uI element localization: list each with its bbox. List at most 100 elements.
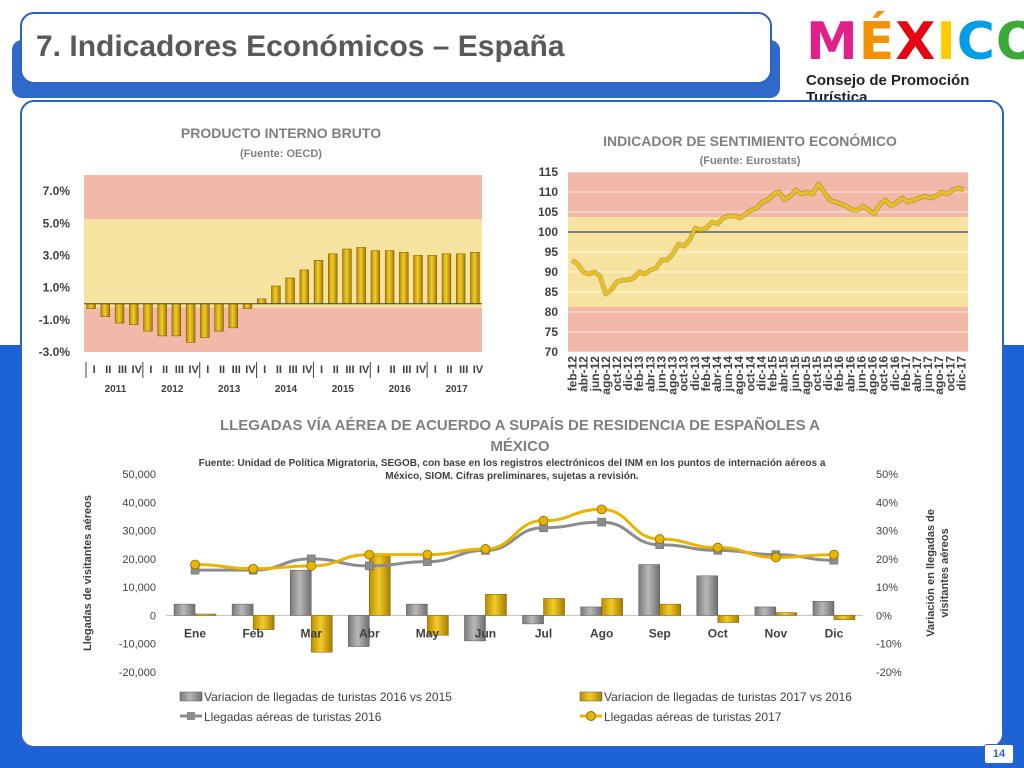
sentiment-xtick: abr-16 (843, 356, 857, 392)
arrivals-ytick-right: 20% (876, 554, 898, 566)
arrivals-source: Fuente: Unidad de Política Migratoria, S… (199, 458, 826, 469)
arrivals-category-label: Nov (765, 626, 788, 640)
sentiment-xtick: jun-12 (588, 356, 602, 393)
sentiment-xtick: dic-15 (821, 356, 835, 391)
sentiment-chart: INDICADOR DE SENTIMIENTO ECONÓMICO (Fuent… (538, 132, 968, 395)
gdp-quarter-label: III (232, 364, 241, 376)
sentiment-ytick: 70 (545, 345, 559, 359)
arrivals-ytick-right: -10% (876, 639, 902, 651)
arrivals-line-2017-marker (306, 561, 317, 571)
sentiment-xtick: jun-13 (654, 356, 668, 393)
gdp-quarter-label: IV (416, 364, 427, 376)
sentiment-xtick: jun-16 (854, 356, 868, 393)
arrivals-line-2017-marker (364, 549, 375, 560)
gdp-quarter-label: I (263, 364, 266, 376)
gdp-year-label: 2012 (161, 384, 184, 395)
gdp-quarter-label: IV (132, 364, 143, 376)
sentiment-xtick: abr-12 (577, 356, 591, 392)
arrivals-source-line2: México, SIOM. Cifras preliminares, sujet… (385, 471, 639, 482)
arrivals-bar-2017vs2016 (427, 615, 449, 636)
sentiment-xtick: oct-16 (877, 356, 891, 392)
gdp-bar (200, 303, 210, 338)
arrivals-line-2017-marker (190, 559, 200, 570)
sentiment-flag-background-yellow (568, 217, 968, 307)
gdp-bar (214, 303, 224, 332)
legend-label: Variacion de llegadas de turistas 2016 v… (204, 690, 452, 704)
gdp-bar (129, 303, 139, 325)
sentiment-title: INDICADOR DE SENTIMIENTO ECONÓMICO (603, 132, 897, 149)
gdp-chart: PRODUCTO INTERNO BRUTO (Fuente: OECD) -3.0… (39, 125, 484, 395)
arrivals-bar-2017vs2016 (194, 613, 217, 616)
arrivals-ytick-right: 40% (876, 497, 898, 509)
arrivals-bar-2016vs2015 (812, 601, 835, 616)
arrivals-bar-2016vs2015 (696, 575, 719, 616)
sentiment-xtick: ago-12 (599, 356, 613, 395)
sentiment-ytick: 90 (545, 265, 559, 279)
sentiment-ytick: 80 (545, 305, 559, 319)
arrivals-category-label: Feb (242, 626, 263, 640)
gdp-bar (413, 255, 423, 304)
gdp-bar (470, 251, 480, 304)
arrivals-ytick-right: 0% (876, 610, 892, 622)
sentiment-xtick: ago-16 (866, 356, 880, 395)
gdp-quarter-label: III (345, 364, 354, 376)
arrivals-y2label-line2: visitantes aéreos (939, 528, 951, 617)
gdp-bar (242, 303, 253, 309)
gdp-quarter-label: I (149, 364, 152, 376)
arrivals-ylabel: Llegadas de visitantes aéreos (82, 495, 94, 651)
sentiment-xtick: feb-13 (632, 356, 646, 392)
gdp-bar (456, 253, 466, 304)
legend-marker (187, 712, 195, 720)
arrivals-chart: LLEGADAS VÍA AÉREA DE ACUERDO A SUPAÍS D… (82, 416, 951, 724)
sentiment-xtick: abr-14 (710, 356, 724, 392)
sentiment-xtick: abr-15 (777, 356, 791, 392)
gdp-year-label: 2013 (218, 384, 241, 395)
gdp-quarter-label: II (162, 364, 168, 376)
gdp-quarter-label: IV (359, 364, 370, 376)
gdp-bar (100, 303, 110, 317)
sentiment-xtick: ago-13 (666, 356, 680, 395)
arrivals-category-label: Jun (475, 626, 496, 640)
sentiment-xtick: feb-16 (832, 356, 846, 392)
arrivals-bar-2017vs2016 (485, 593, 507, 616)
gdp-bar (185, 303, 196, 343)
sentiment-xtick: dic-14 (754, 356, 768, 391)
arrivals-title-line2: MÉXICO (490, 438, 550, 455)
arrivals-line-2017-marker (770, 552, 781, 563)
gdp-quarter-label: III (175, 364, 184, 376)
gdp-bar (299, 269, 309, 304)
arrivals-bar-2016vs2015 (464, 615, 486, 642)
gdp-bar (143, 303, 153, 332)
arrivals-ytick-left: 30,000 (122, 526, 156, 538)
arrivals-bar-2016vs2015 (348, 615, 370, 647)
arrivals-bar-2016vs2015 (754, 606, 777, 616)
arrivals-line-2017-marker (829, 549, 839, 560)
arrivals-bar-2016vs2015 (173, 603, 196, 616)
arrivals-bar-2016vs2015 (522, 615, 544, 625)
sentiment-ytick: 115 (539, 165, 559, 179)
arrivals-ytick-right: 50% (876, 469, 898, 481)
gdp-ytick: 3.0% (43, 248, 71, 262)
gdp-quarter-label: III (402, 364, 411, 376)
gdp-bar (328, 253, 338, 304)
gdp-title: PRODUCTO INTERNO BRUTO (181, 125, 381, 141)
sentiment-xtick: dic-12 (621, 356, 635, 391)
mexico-logo: MÉXICO (806, 12, 1024, 72)
gdp-year-label: 2017 (445, 384, 468, 395)
sentiment-ytick: 110 (539, 185, 559, 199)
arrivals-category-label: Ene (184, 626, 206, 640)
sentiment-xtick: abr-17 (910, 356, 924, 392)
arrivals-bar-2016vs2015 (406, 603, 428, 616)
gdp-bar (271, 285, 281, 304)
arrivals-bar-2017vs2016 (310, 615, 333, 653)
gdp-bar (257, 298, 267, 304)
gdp-ytick: 1.0% (43, 281, 71, 295)
gdp-bar (114, 303, 125, 324)
gdp-bar (171, 303, 182, 337)
legend-label: Llegadas aéreas de turistas 2017 (604, 710, 782, 724)
arrivals-line-2017-marker (422, 549, 433, 560)
arrivals-bar-2016vs2015 (231, 603, 254, 616)
gdp-bar (384, 250, 395, 304)
gdp-quarter-label: IV (188, 364, 199, 376)
arrivals-ytick-right: -20% (876, 667, 902, 679)
